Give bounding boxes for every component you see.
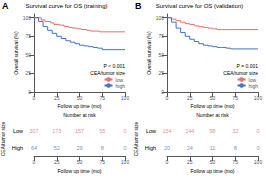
svg-text:75: 75 [232, 95, 238, 101]
svg-text:Low: Low [13, 128, 23, 134]
svg-text:24: 24 [187, 145, 193, 151]
svg-text:50: 50 [210, 95, 216, 101]
svg-text:High: High [12, 145, 23, 151]
svg-text:32: 32 [232, 128, 238, 134]
svg-text:High: High [145, 145, 156, 151]
svg-text:55: 55 [99, 128, 105, 134]
svg-text:P < 0.001: P < 0.001 [104, 63, 126, 69]
svg-text:100: 100 [254, 159, 263, 165]
svg-text:100: 100 [23, 15, 32, 21]
svg-text:144: 144 [185, 128, 194, 134]
svg-text:0: 0 [166, 159, 169, 165]
svg-text:CEA/tumor size: CEA/tumor size [133, 121, 139, 156]
svg-text:75: 75 [99, 159, 105, 165]
svg-text:Follow up time (mo): Follow up time (mo) [58, 168, 102, 174]
svg-text:50: 50 [25, 52, 31, 58]
svg-text:50: 50 [158, 52, 164, 58]
svg-text:29: 29 [76, 145, 82, 151]
svg-text:75: 75 [158, 33, 164, 39]
svg-text:8: 8 [101, 145, 104, 151]
svg-text:100: 100 [156, 15, 165, 21]
svg-text:307: 307 [29, 128, 38, 134]
svg-text:Number at risk: Number at risk [63, 112, 96, 118]
svg-text:50: 50 [77, 159, 83, 165]
svg-text:0: 0 [166, 95, 169, 101]
svg-text:100: 100 [254, 95, 263, 101]
svg-text:64: 64 [31, 145, 37, 151]
svg-text:B: B [135, 1, 142, 11]
svg-text:98: 98 [209, 128, 215, 134]
svg-text:173: 173 [52, 128, 61, 134]
svg-text:52: 52 [54, 145, 60, 151]
svg-text:CEA/tumor size: CEA/tumor size [90, 70, 125, 76]
svg-text:Survival curve for OS (trainin: Survival curve for OS (training) [25, 3, 107, 9]
svg-text:50: 50 [77, 95, 83, 101]
svg-text:0: 0 [256, 128, 259, 134]
svg-text:100: 100 [121, 159, 130, 165]
svg-text:P = 0.001: P = 0.001 [237, 63, 259, 69]
svg-text:75: 75 [25, 33, 31, 39]
svg-text:0: 0 [28, 89, 31, 95]
svg-text:11: 11 [210, 145, 216, 151]
svg-text:high: high [249, 83, 259, 89]
svg-text:0: 0 [161, 89, 164, 95]
svg-text:75: 75 [99, 95, 105, 101]
svg-text:Number at risk: Number at risk [196, 112, 229, 118]
svg-text:0: 0 [33, 159, 36, 165]
svg-text:Low: Low [146, 128, 156, 134]
svg-text:Survival curve for OS (validat: Survival curve for OS (validation) [156, 3, 244, 9]
svg-text:0: 0 [123, 145, 126, 151]
svg-text:20: 20 [164, 145, 170, 151]
svg-text:100: 100 [121, 95, 130, 101]
svg-text:25: 25 [187, 159, 193, 165]
svg-text:A: A [2, 1, 9, 11]
svg-text:25: 25 [54, 159, 60, 165]
svg-text:0: 0 [33, 95, 36, 101]
svg-text:8: 8 [234, 145, 237, 151]
svg-text:25: 25 [158, 70, 164, 76]
svg-text:Overall survival (%): Overall survival (%) [146, 31, 152, 75]
svg-text:low: low [248, 76, 257, 83]
svg-text:Follow up time (mo): Follow up time (mo) [191, 103, 235, 109]
svg-text:25: 25 [187, 95, 193, 101]
svg-text:Follow up time (mo): Follow up time (mo) [58, 103, 102, 109]
svg-text:Overall survival (%): Overall survival (%) [13, 31, 19, 75]
svg-text:low: low [115, 76, 124, 83]
svg-text:25: 25 [54, 95, 60, 101]
svg-text:25: 25 [25, 70, 31, 76]
svg-text:75: 75 [232, 159, 238, 165]
svg-text:Follow up time (mo): Follow up time (mo) [191, 168, 235, 174]
svg-text:CEA/tumor size: CEA/tumor size [0, 121, 6, 156]
svg-text:157: 157 [75, 128, 84, 134]
svg-text:0: 0 [123, 128, 126, 134]
svg-text:high: high [116, 83, 126, 89]
svg-text:0: 0 [256, 145, 259, 151]
svg-text:CEA/tumor size: CEA/tumor size [223, 70, 258, 76]
svg-text:50: 50 [210, 159, 216, 165]
svg-text:154: 154 [162, 128, 171, 134]
